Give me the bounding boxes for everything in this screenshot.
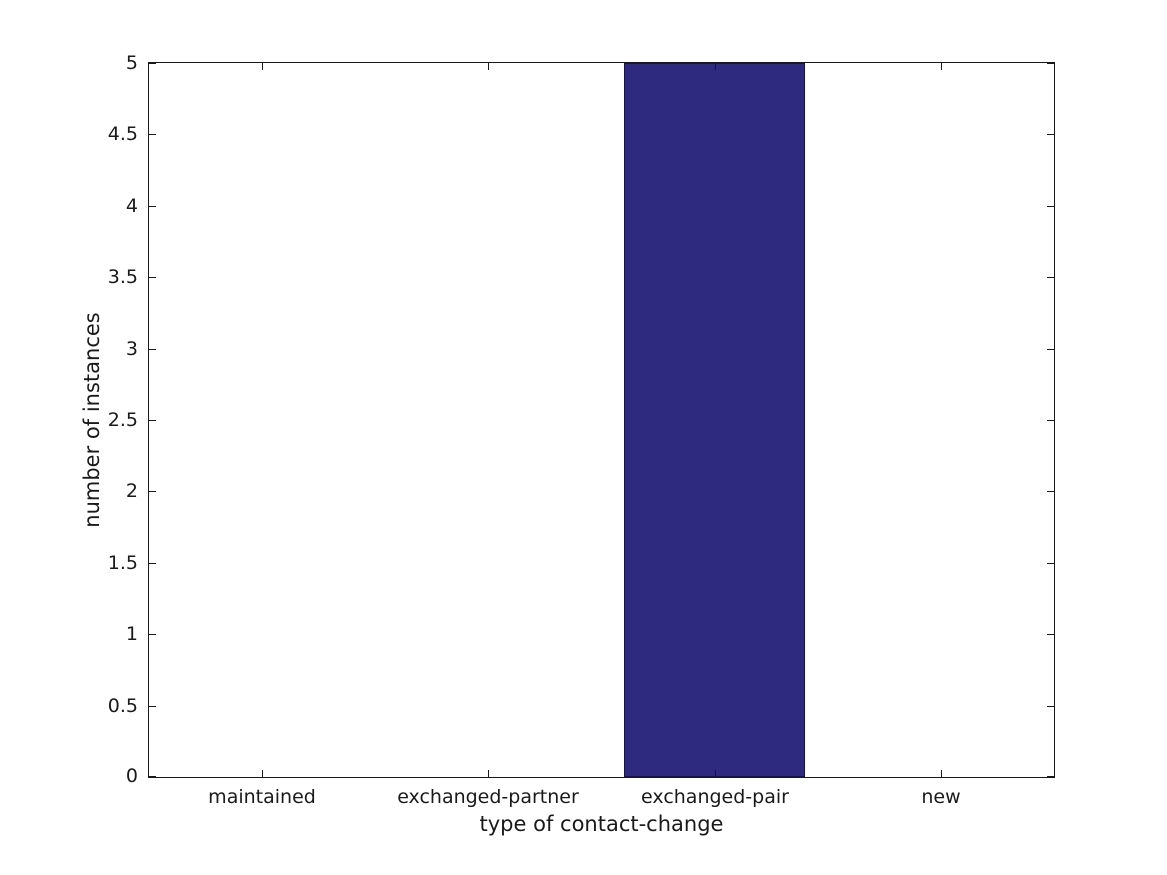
y-tick-label: 1 [125,623,138,645]
x-axis-tick [941,63,942,70]
y-tick-label: 4 [125,195,138,217]
y-axis-tick [1047,63,1054,64]
y-tick-label: 0 [125,765,138,787]
y-axis-tick [1047,420,1054,421]
x-axis-tick [262,770,263,777]
x-axis-tick [262,63,263,70]
y-axis-tick [1047,134,1054,135]
y-tick-label: 4.5 [107,123,138,145]
y-tick-label: 2 [125,480,138,502]
y-axis-tick [149,491,156,492]
y-axis-tick [1047,634,1054,635]
y-axis-tick [1047,349,1054,350]
y-axis-tick [149,206,156,207]
x-tick-label-maintained: maintained [208,786,316,808]
y-axis-tick [1047,277,1054,278]
y-tick-label: 3 [125,338,138,360]
y-axis-tick [1047,491,1054,492]
x-axis-tick [715,770,716,777]
x-axis-tick [715,63,716,70]
y-axis-tick [149,776,156,777]
y-tick-label: 1.5 [107,552,138,574]
y-axis-tick [149,134,156,135]
y-axis-tick [1047,706,1054,707]
y-axis-tick [149,63,156,64]
y-axis-tick [1047,206,1054,207]
x-axis-tick [488,770,489,777]
bar-exchanged-pair [624,63,806,777]
x-tick-label-exchanged-partner: exchanged-partner [397,786,579,808]
y-axis-tick [1047,563,1054,564]
x-tick-label-new: new [921,786,961,808]
x-axis-label: type of contact-change [479,812,724,836]
y-axis-tick [1047,776,1054,777]
y-tick-label: 5 [125,52,138,74]
y-tick-label: 0.5 [107,695,138,717]
y-axis-tick [149,349,156,350]
plot-area [148,62,1055,778]
y-axis-tick [149,420,156,421]
y-axis-tick [149,706,156,707]
y-tick-label: 2.5 [107,409,138,431]
x-axis-tick [488,63,489,70]
x-axis-tick [941,770,942,777]
x-tick-label-exchanged-pair: exchanged-pair [641,786,789,808]
y-axis-tick [149,563,156,564]
y-axis-tick [149,277,156,278]
y-axis-tick [149,634,156,635]
y-tick-label: 3.5 [107,266,138,288]
